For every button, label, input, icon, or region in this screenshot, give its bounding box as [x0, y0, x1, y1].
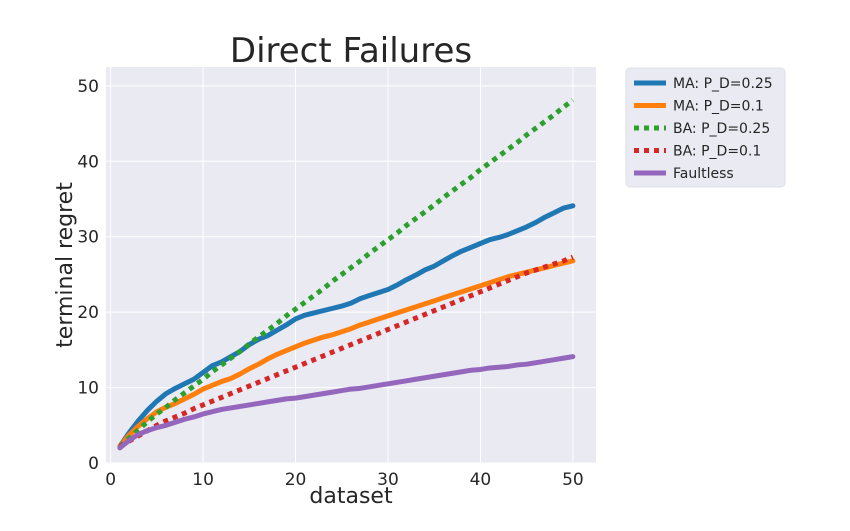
x-tick-label: 30 [377, 470, 399, 490]
legend-label-3: BA: P_D=0.25 [673, 121, 770, 137]
y-tick-label: 40 [77, 152, 99, 172]
chart-title: Direct Failures [230, 31, 472, 71]
x-tick-label: 0 [105, 470, 116, 490]
y-tick-label: 0 [88, 454, 99, 474]
y-axis-label: terminal regret [53, 182, 78, 348]
series-line-2 [117, 258, 576, 449]
x-tick-label: 10 [192, 470, 214, 490]
y-tick-label: 10 [77, 379, 99, 399]
legend-box [625, 67, 786, 188]
y-tick-label: 50 [77, 77, 99, 97]
legend: MA: P_D=0.25 MA: P_D=0.1 BA: P_D=0.25 BA: P… [625, 67, 786, 188]
legend-label-1: MA: P_D=0.25 [673, 76, 773, 92]
x-axis-ticks: 0 10 20 30 40 50 [105, 470, 583, 490]
series-line-1 [117, 203, 576, 449]
series-line-4 [118, 254, 574, 449]
x-axis-label: dataset [309, 484, 393, 509]
legend-label-2: MA: P_D=0.1 [673, 99, 764, 115]
y-tick-label: 20 [77, 303, 99, 323]
series-line-5 [117, 354, 576, 451]
x-tick-label: 50 [562, 470, 584, 490]
x-tick-label: 40 [470, 470, 492, 490]
legend-label-4: BA: P_D=0.1 [673, 144, 761, 160]
series-lines [117, 98, 576, 451]
grid-lines [106, 67, 596, 464]
legend-label-5: Faultless [673, 166, 734, 182]
x-tick-label: 20 [285, 470, 307, 490]
y-tick-label: 30 [77, 228, 99, 248]
y-axis-ticks: 0 10 20 30 40 50 [77, 77, 99, 474]
